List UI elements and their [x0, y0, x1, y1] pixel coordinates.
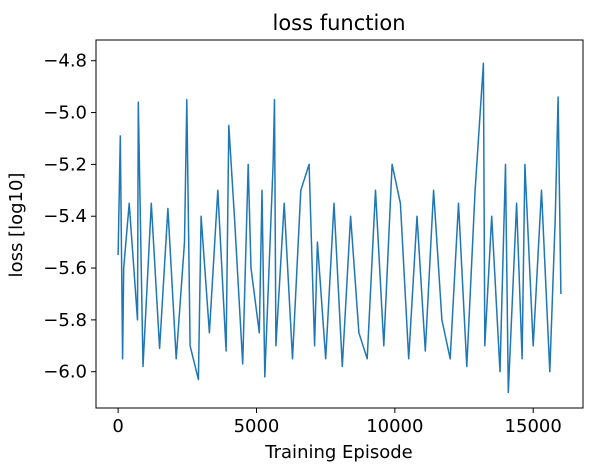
plot-area — [95, 39, 584, 409]
x-axis: 0 5000 10000 15000 — [112, 408, 562, 437]
y-axis-label: loss [log10] — [6, 173, 27, 278]
y-axis: −6.0 −5.8 −5.6 −5.4 −5.2 −5.0 −4.8 — [43, 51, 96, 383]
series-line-0 — [117, 62, 562, 394]
x-tick-label: 0 — [112, 416, 123, 437]
y-tick-label: −4.8 — [43, 51, 87, 72]
y-tick-label: −5.4 — [43, 206, 87, 227]
y-tick-label: −5.0 — [43, 103, 87, 124]
chart-title: loss function — [272, 11, 405, 35]
y-tick-label: −5.6 — [43, 258, 87, 279]
x-tick-label: 10000 — [366, 416, 423, 437]
y-tick-label: −6.0 — [43, 362, 87, 383]
x-tick-label: 5000 — [234, 416, 280, 437]
y-tick-label: −5.8 — [43, 310, 87, 331]
x-axis-label: Training Episode — [264, 442, 412, 463]
axes-frame — [95, 39, 584, 409]
y-tick-label: −5.2 — [43, 154, 87, 175]
x-tick-label: 15000 — [505, 416, 562, 437]
